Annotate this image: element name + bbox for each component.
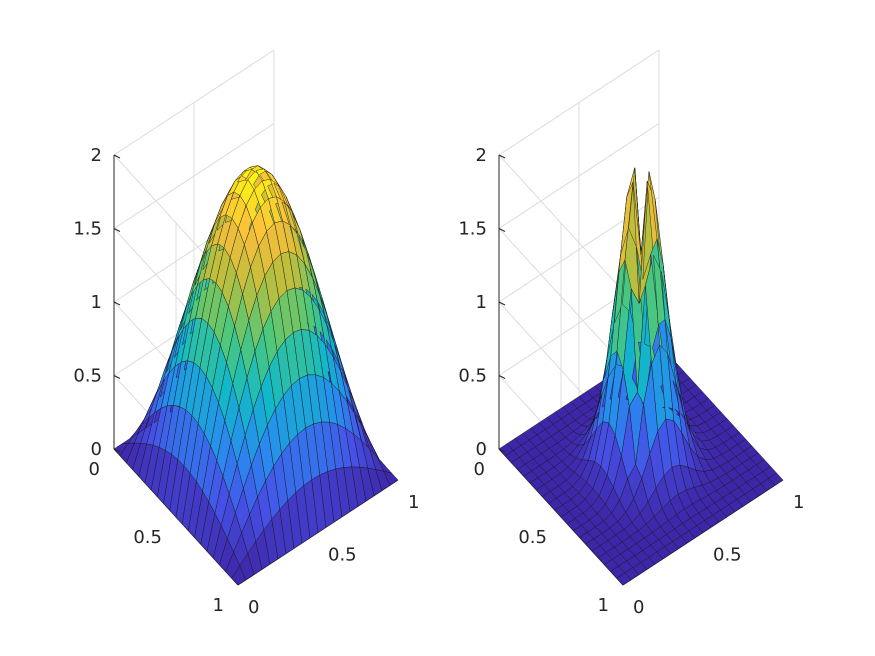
surface <box>113 165 399 586</box>
z-tick-label: 2 <box>91 145 102 166</box>
x-tick-label: 1 <box>793 492 804 513</box>
tick-labels: 0 0.5 1 1.5 2 0 0.5 1 0 0.5 1 <box>458 145 804 618</box>
x-tick-label: 1 <box>408 492 419 513</box>
z-tick-label: 1.5 <box>458 219 487 240</box>
y-tick-label: 0.5 <box>133 527 162 548</box>
x-tick-label: 0.5 <box>713 545 742 566</box>
surface-plot-left: 0 0.5 1 1.5 2 0 0.5 1 0 0.5 1 <box>73 49 419 618</box>
tick-labels: 0 0.5 1 1.5 2 0 0.5 1 0 0.5 1 <box>73 145 419 618</box>
y-tick-label: 0 <box>89 459 100 480</box>
y-tick-label: 1 <box>598 595 609 616</box>
x-tick-label: 0.5 <box>328 545 357 566</box>
x-tick-label: 0 <box>633 597 644 618</box>
z-tick-label: 1 <box>476 292 487 313</box>
z-tick-label: 0 <box>91 439 102 460</box>
z-tick-label: 0.5 <box>73 366 102 387</box>
y-tick-label: 1 <box>213 595 224 616</box>
z-tick-label: 0 <box>476 439 487 460</box>
z-tick-label: 1 <box>91 292 102 313</box>
y-tick-label: 0 <box>474 459 485 480</box>
surface-patch <box>383 470 399 486</box>
y-tick-label: 0.5 <box>518 527 547 548</box>
surface-patch <box>768 472 784 486</box>
surface <box>498 167 784 586</box>
z-tick-label: 1.5 <box>73 219 102 240</box>
z-tick-label: 2 <box>476 145 487 166</box>
x-tick-label: 0 <box>248 597 259 618</box>
surface-plot-right: 0 0.5 1 1.5 2 0 0.5 1 0 0.5 1 <box>458 49 804 618</box>
z-tick-label: 0.5 <box>458 366 487 387</box>
